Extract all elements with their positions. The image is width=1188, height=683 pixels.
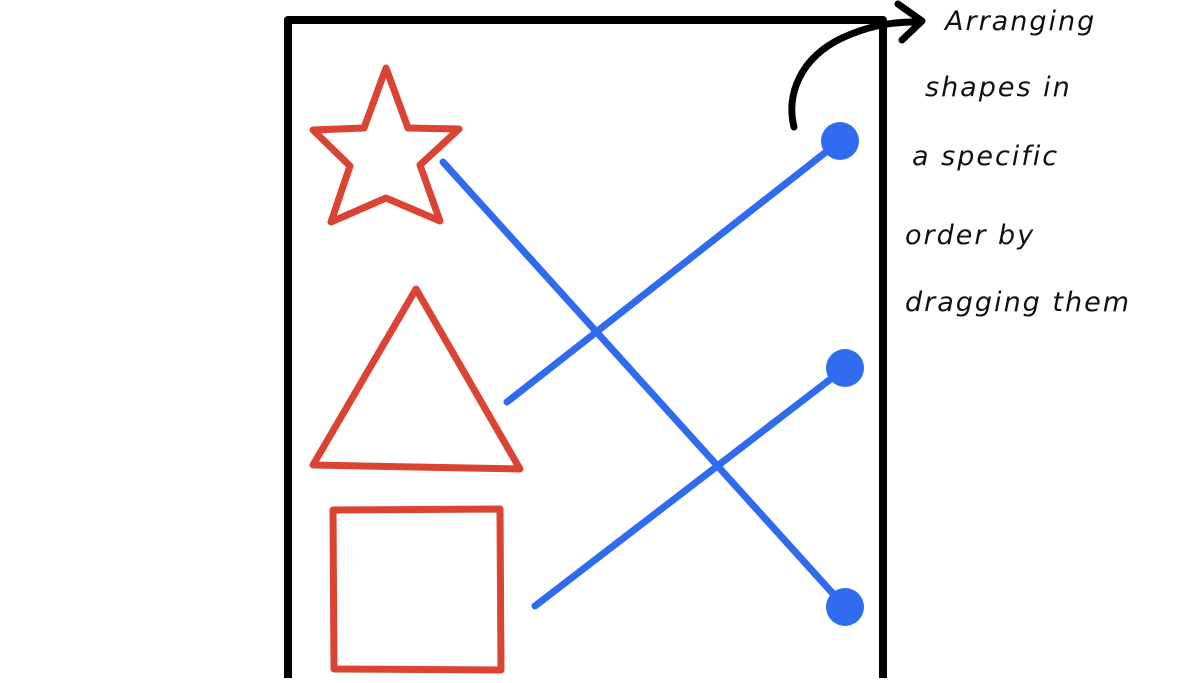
annotation-line-2: shapes in (925, 72, 1072, 103)
connector-star-line[interactable] (439, 158, 849, 611)
triangle-icon[interactable] (309, 285, 524, 473)
annotation-line-4: order by (905, 220, 1035, 251)
star-icon[interactable] (309, 64, 463, 226)
connector-triangle-line[interactable] (503, 137, 844, 406)
annotation-line-5: dragging them (905, 287, 1131, 318)
annotation-line-3: a specific (912, 141, 1059, 172)
annotation-arrow-curve (788, 18, 919, 131)
drop-target-1[interactable] (821, 122, 859, 160)
drag-area-frame (284, 16, 887, 683)
drop-target-2[interactable] (826, 349, 864, 387)
annotation-arrowhead-icon (894, 0, 926, 44)
connector-square-line[interactable] (531, 364, 849, 610)
annotation-line-1: Arranging (943, 6, 1096, 37)
annotation-text: Arranging shapes in a specific order by … (905, 6, 1131, 318)
drop-target-3[interactable] (826, 588, 864, 626)
square-icon[interactable] (329, 505, 505, 674)
